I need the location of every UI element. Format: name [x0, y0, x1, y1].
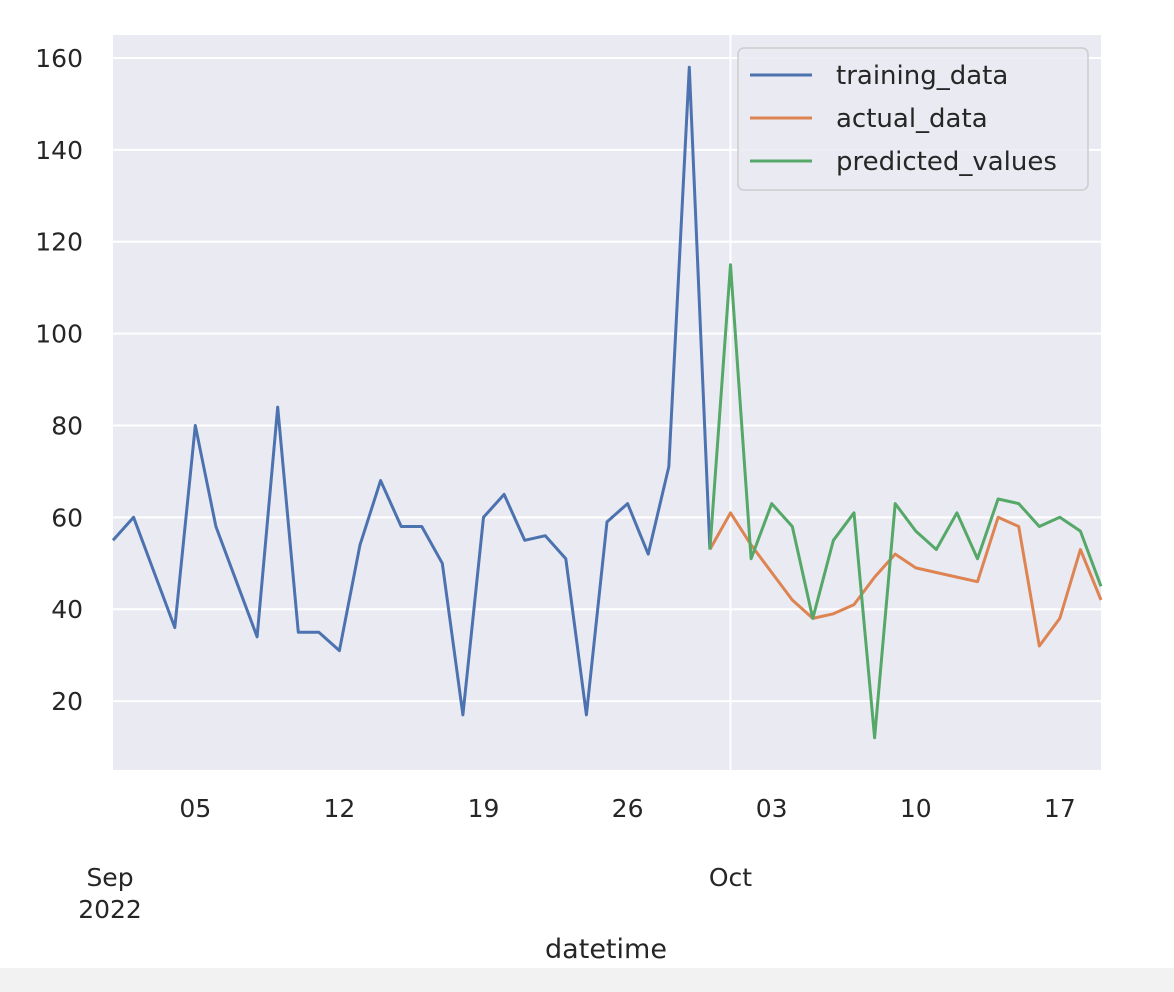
y-tick-label: 120 — [35, 228, 83, 257]
x-tick-label: 26 — [612, 794, 644, 823]
y-tick-label: 160 — [35, 44, 83, 73]
legend-box — [737, 47, 1089, 191]
x-tick-label: 05 — [179, 794, 211, 823]
x-major-tick-label: Sep — [86, 863, 133, 892]
x-tick-label: 12 — [324, 794, 356, 823]
legend-label: actual_data — [836, 104, 988, 134]
legend-label: training_data — [836, 61, 1008, 91]
series-line-predicted_values — [708, 263, 1103, 740]
y-tick-label: 140 — [35, 136, 83, 165]
bottom-strip — [0, 968, 1174, 992]
legend: training_data actual_data predicted_values — [737, 47, 1089, 191]
x-tick-label: 17 — [1044, 794, 1076, 823]
y-tick-label: 40 — [51, 595, 83, 624]
x-tick-label: 19 — [468, 794, 500, 823]
legend-label: predicted_values — [836, 147, 1057, 177]
series-line-training_data — [111, 65, 712, 717]
y-tick-label: 100 — [35, 320, 83, 349]
x-axis-ticks: 05 12 19 26 03 10 17 Sep 2022 Oct — [78, 794, 1076, 924]
y-tick-label: 20 — [51, 687, 83, 716]
x-tick-label: 10 — [900, 794, 932, 823]
x-major-tick-sublabel: 2022 — [78, 895, 142, 924]
y-tick-label: 80 — [51, 411, 83, 440]
x-major-tick-label: Oct — [709, 863, 752, 892]
series-lines — [111, 65, 1103, 740]
y-axis-ticks: 20 40 60 80 100 120 140 160 — [35, 44, 83, 716]
y-tick-label: 60 — [51, 503, 83, 532]
x-axis-label: datetime — [545, 934, 667, 965]
x-tick-label: 03 — [756, 794, 788, 823]
series-line-actual_data — [708, 511, 1103, 648]
